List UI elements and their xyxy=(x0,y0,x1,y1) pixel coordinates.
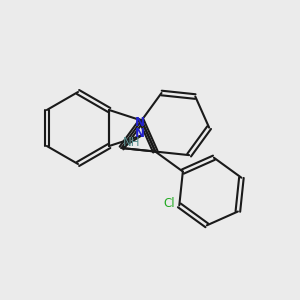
Text: N: N xyxy=(134,116,145,129)
Text: N: N xyxy=(134,127,145,140)
Text: Cl: Cl xyxy=(164,197,175,210)
Text: NH: NH xyxy=(123,136,140,148)
